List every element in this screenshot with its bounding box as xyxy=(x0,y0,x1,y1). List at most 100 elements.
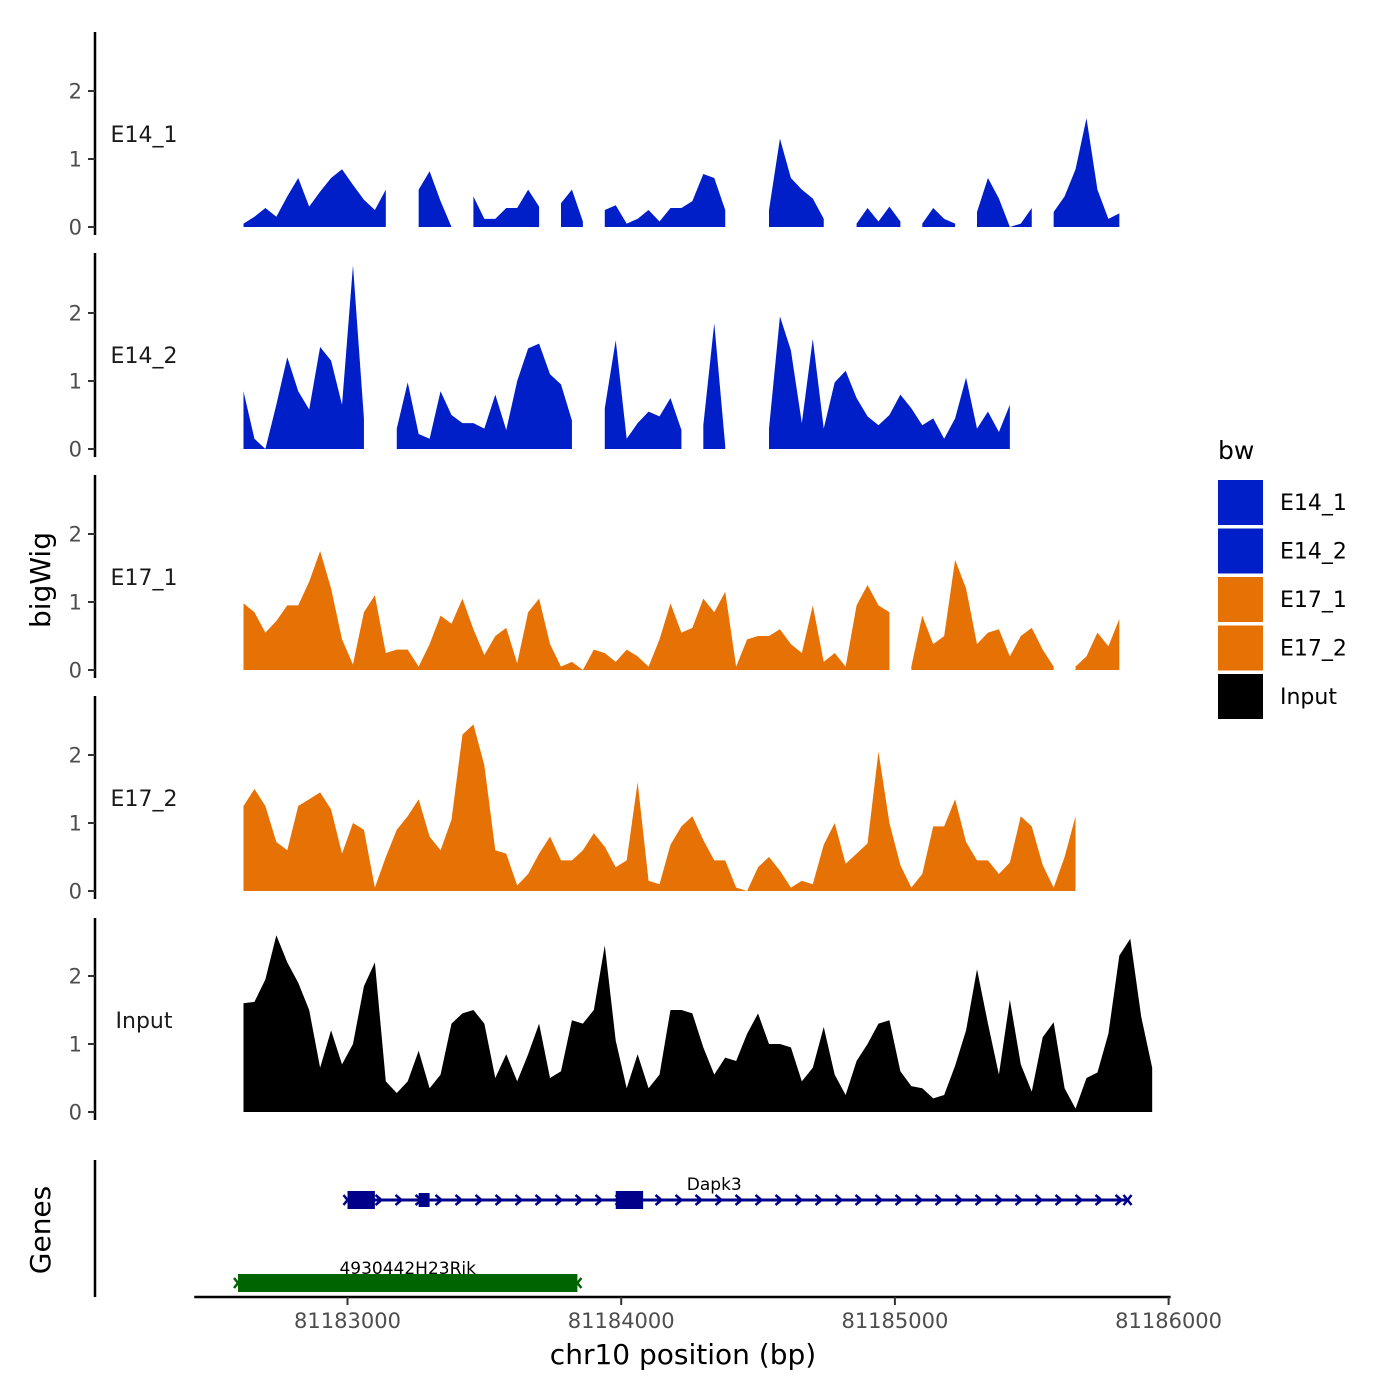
signal-area-e17-1 xyxy=(1075,619,1120,670)
signal-area-e17-1 xyxy=(243,551,890,670)
strand-arrow xyxy=(454,1194,464,1206)
strand-arrow xyxy=(874,1194,884,1206)
signal-area-e14-2 xyxy=(703,323,726,449)
gene-4930442h23rik: 4930442H23Rik xyxy=(233,1259,583,1292)
track-label: E17_1 xyxy=(111,566,178,591)
x-tick-label: 81183000 xyxy=(294,1309,401,1333)
y-tick-label: 2 xyxy=(69,744,82,768)
legend: bw E14_1 E14_2 E17_1 E17_2 Input xyxy=(1218,436,1347,719)
signal-area-e17-2 xyxy=(243,724,1076,891)
strand-arrow xyxy=(854,1194,864,1206)
strand-arrow xyxy=(594,1194,604,1206)
strand-arrow xyxy=(1034,1194,1044,1206)
strand-arrow xyxy=(954,1194,964,1206)
legend-label: E14_1 xyxy=(1280,491,1347,516)
strand-arrow xyxy=(694,1194,704,1206)
signal-area-e14-2 xyxy=(243,265,364,449)
strand-arrow xyxy=(474,1194,484,1206)
signal-area-e14-1 xyxy=(1053,118,1120,227)
strand-arrow xyxy=(934,1194,944,1206)
x-tick-label: 81184000 xyxy=(568,1309,675,1333)
signal-area-e14-1 xyxy=(977,178,1032,227)
track-label: E14_2 xyxy=(111,344,178,369)
strand-arrow xyxy=(574,1194,584,1206)
gene-label: 4930442H23Rik xyxy=(339,1259,476,1279)
y-tick-label: 1 xyxy=(69,1033,82,1057)
signal-area-e14-1 xyxy=(922,207,956,227)
y-tick-label: 0 xyxy=(69,438,82,462)
strand-arrow xyxy=(994,1194,1004,1206)
track-e14-2: 0 1 2 E14_2 xyxy=(69,253,1010,462)
signal-area-e14-1 xyxy=(560,189,583,227)
strand-arrow xyxy=(394,1194,404,1206)
strand-arrow xyxy=(914,1194,924,1206)
signal-area-e17-1 xyxy=(911,559,1054,670)
strand-arrow xyxy=(1074,1194,1084,1206)
track-input: 0 1 2 Input xyxy=(69,918,1153,1125)
x-axis: 81183000 81184000 81185000 81186000 xyxy=(194,1295,1222,1333)
y-axis-title: bigWig xyxy=(24,532,57,628)
strand-arrow xyxy=(514,1194,524,1206)
gene-end-mark xyxy=(1122,1194,1133,1206)
legend-label: E17_1 xyxy=(1280,588,1347,613)
strand-arrow xyxy=(1094,1194,1104,1206)
track-e17-1: 0 1 2 E17_1 xyxy=(69,475,1120,683)
y-tick-label: 0 xyxy=(69,880,82,904)
strand-arrow xyxy=(834,1194,844,1206)
y-tick-label: 0 xyxy=(69,659,82,683)
legend-swatch-e17-1 xyxy=(1218,577,1263,622)
strand-arrow xyxy=(734,1194,744,1206)
signal-area-e14-1 xyxy=(856,206,901,227)
strand-arrow xyxy=(534,1194,544,1206)
signal-area-e14-1 xyxy=(243,169,386,227)
signal-area-e14-2 xyxy=(768,316,1010,449)
track-e17-2: 0 1 2 E17_2 xyxy=(69,696,1076,904)
strand-arrow xyxy=(1054,1194,1064,1206)
signal-area-input xyxy=(243,935,1153,1112)
signal-area-e14-1 xyxy=(418,171,452,227)
bigwig-tracks: 0 1 2 E14_1 0 1 2 E14_2 0 1 2 E17_1 0 1 2 E17_2 0 1 2 Input xyxy=(69,32,1153,1125)
strand-arrow xyxy=(754,1194,764,1206)
strand-arrow xyxy=(434,1194,444,1206)
strand-arrow xyxy=(554,1194,564,1206)
exon xyxy=(347,1191,375,1209)
track-label: E17_2 xyxy=(111,787,178,812)
gene-track: Dapk3 4930442H23Rik xyxy=(93,1160,1133,1297)
gene-label: Dapk3 xyxy=(687,1175,742,1195)
legend-label: Input xyxy=(1280,685,1337,710)
legend-label: E17_2 xyxy=(1280,637,1347,662)
track-label: E14_1 xyxy=(111,123,178,148)
exon xyxy=(615,1191,644,1209)
strand-arrow xyxy=(374,1194,384,1206)
y-tick-label: 0 xyxy=(69,216,82,240)
legend-swatch-e14-1 xyxy=(1218,480,1263,525)
track-label: Input xyxy=(116,1009,173,1034)
strand-arrow xyxy=(714,1194,724,1206)
legend-label: E14_2 xyxy=(1280,540,1347,565)
exon xyxy=(418,1193,430,1207)
strand-arrow xyxy=(494,1194,504,1206)
legend-title: bw xyxy=(1218,436,1254,465)
strand-arrow xyxy=(774,1194,784,1206)
exon xyxy=(238,1274,578,1292)
signal-area-e14-1 xyxy=(768,138,824,227)
signal-area-e14-2 xyxy=(604,340,682,449)
strand-arrow xyxy=(674,1194,684,1206)
y-tick-label: 2 xyxy=(69,80,82,104)
gene-dapk3: Dapk3 xyxy=(342,1175,1133,1209)
y-tick-label: 1 xyxy=(69,148,82,172)
x-tick-label: 81186000 xyxy=(1115,1309,1222,1333)
y-tick-label: 2 xyxy=(69,965,82,989)
y-tick-label: 2 xyxy=(69,302,82,326)
strand-arrow xyxy=(794,1194,804,1206)
strand-arrow xyxy=(654,1194,664,1206)
strand-arrow xyxy=(894,1194,904,1206)
signal-area-e14-2 xyxy=(396,343,572,449)
legend-swatch-input xyxy=(1218,674,1263,719)
y-tick-label: 0 xyxy=(69,1101,82,1125)
strand-arrow xyxy=(974,1194,984,1206)
signal-area-e14-1 xyxy=(473,189,540,227)
y-tick-label: 1 xyxy=(69,370,82,394)
legend-swatch-e17-2 xyxy=(1218,625,1263,671)
